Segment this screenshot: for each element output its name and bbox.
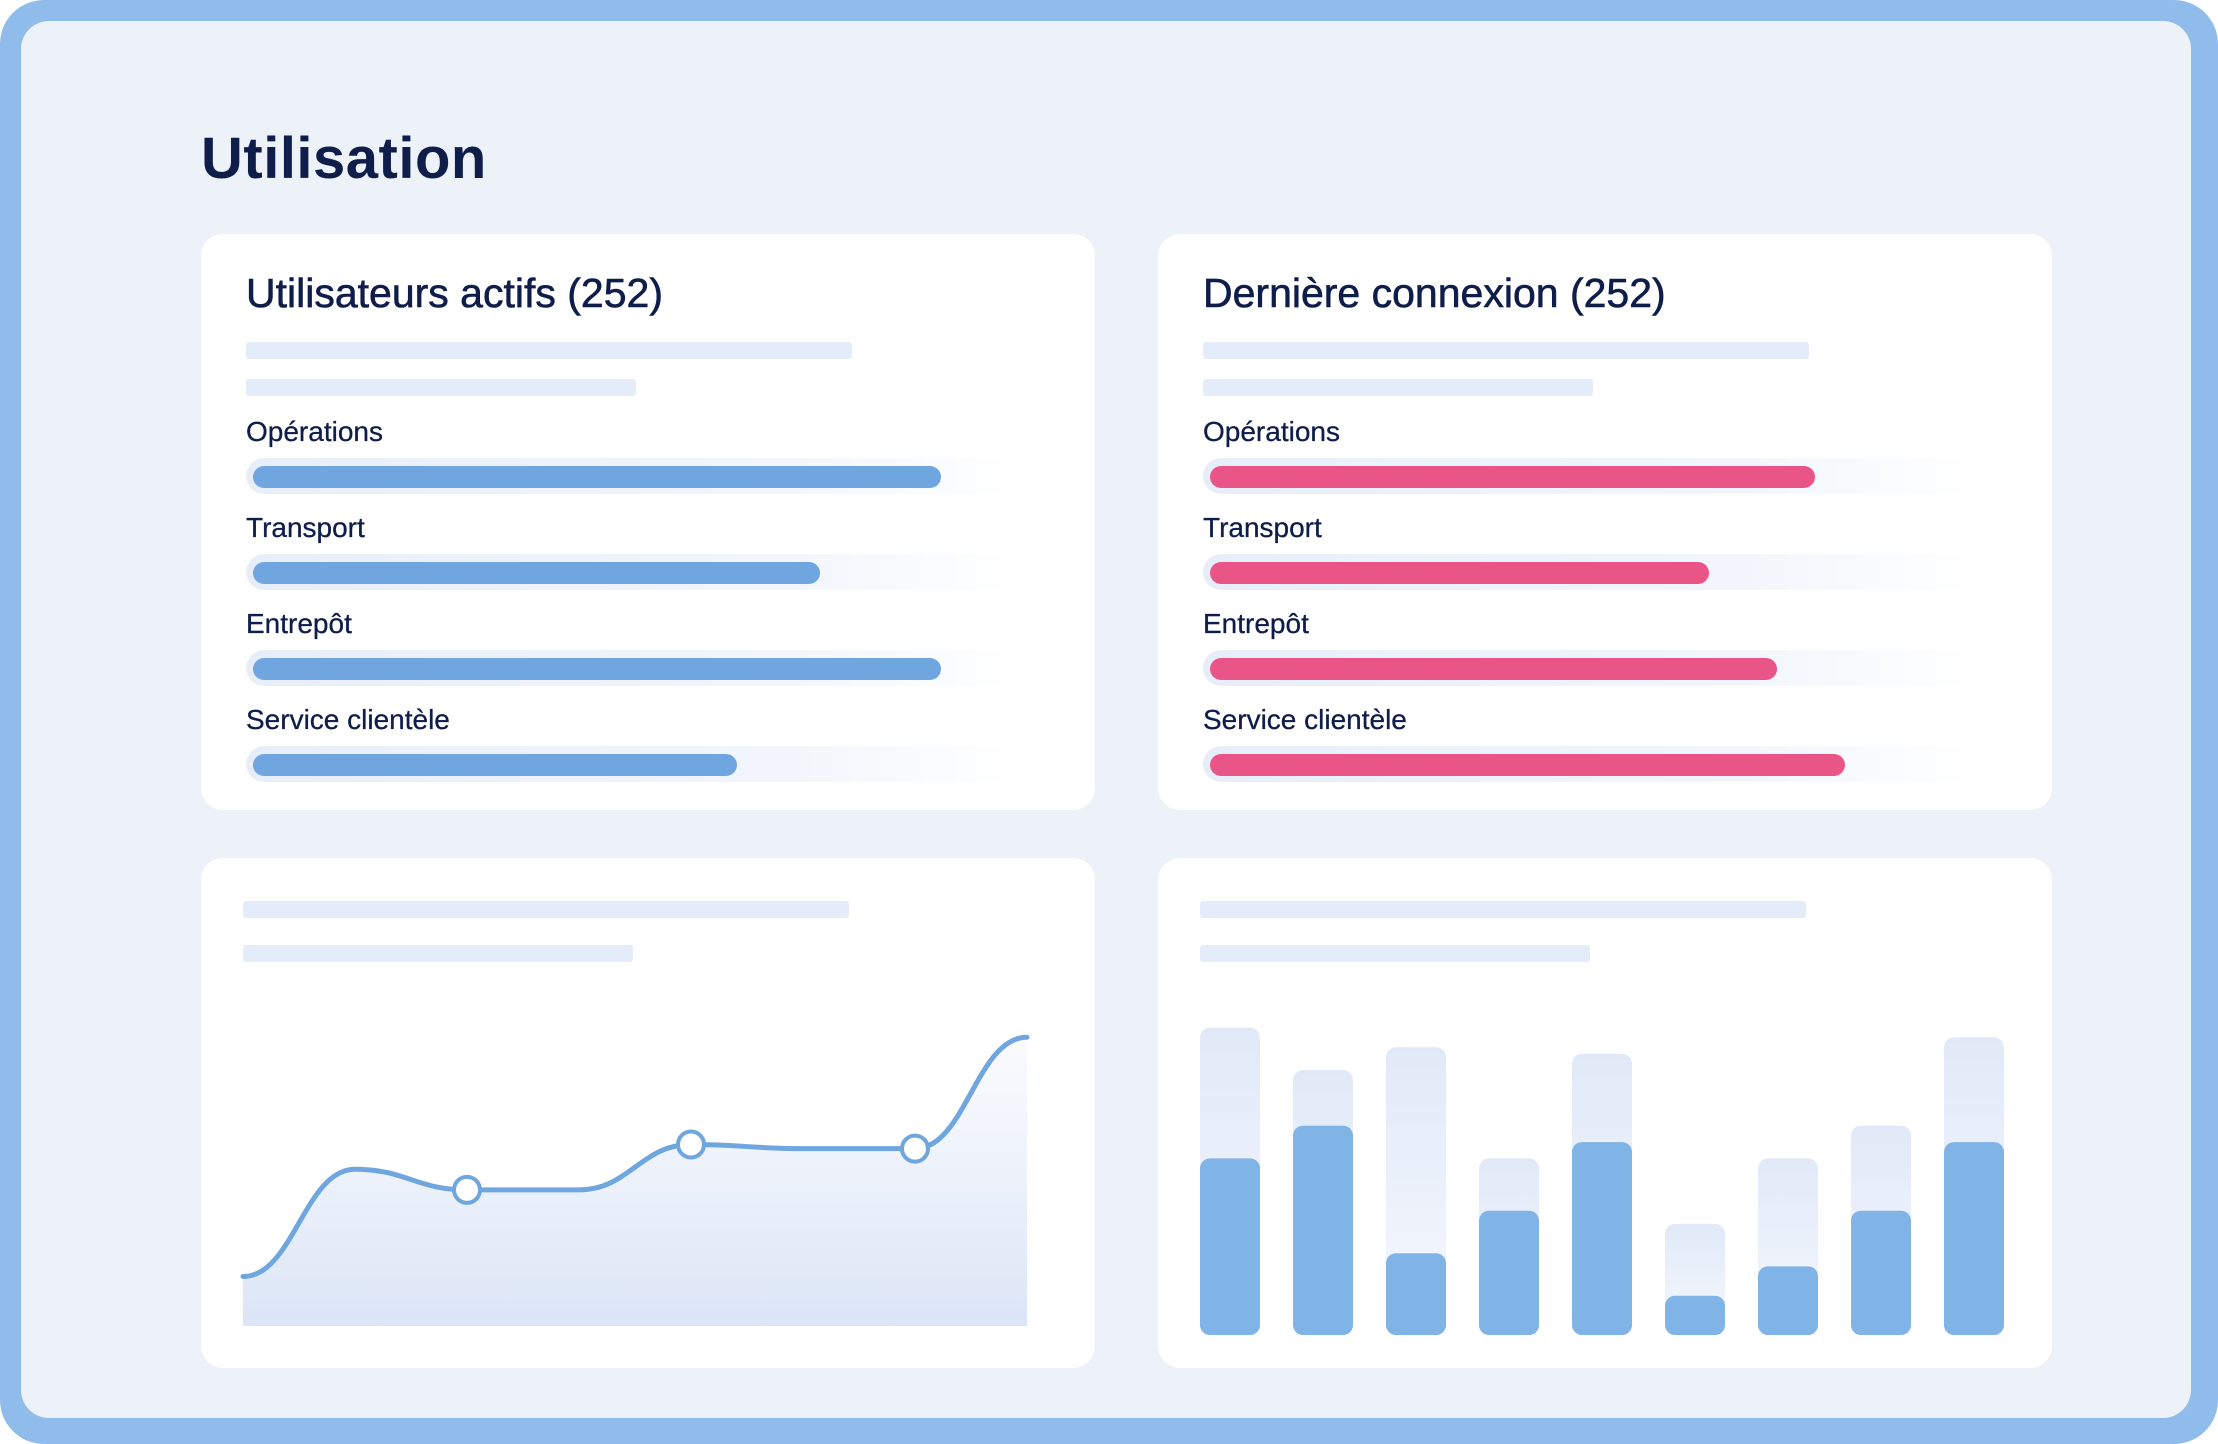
last-login-title: Dernière connexion (252) — [1203, 270, 1666, 317]
progress-track — [246, 650, 1016, 686]
progress-track — [246, 554, 1016, 590]
bar-value — [1851, 1210, 1911, 1335]
placeholder-line — [1200, 945, 1590, 962]
department-label: Entrepôt — [1203, 608, 1309, 639]
progress-fill — [1210, 754, 1845, 776]
line-point — [676, 1129, 706, 1160]
line-area — [243, 1037, 1027, 1326]
progress-track — [1203, 650, 1973, 686]
department-label: Transport — [1203, 512, 1322, 543]
department-label: Entrepôt — [246, 608, 352, 639]
bar-value — [1665, 1295, 1725, 1335]
progress-track — [1203, 458, 1973, 494]
progress-fill — [253, 466, 941, 488]
placeholder-line — [1203, 342, 1809, 359]
bar-value — [1758, 1266, 1818, 1335]
department-label: Opérations — [1203, 416, 1340, 447]
placeholder-line — [243, 901, 849, 918]
line-chart-card — [201, 858, 1095, 1368]
last-login-card: Dernière connexion (252) Opérations Tran… — [1158, 234, 2052, 810]
placeholder-line — [1203, 379, 1593, 396]
line-point — [900, 1133, 930, 1164]
progress-fill — [1210, 466, 1815, 488]
placeholder-line — [246, 342, 852, 359]
department-label: Service clientèle — [1203, 704, 1407, 735]
bar-chart — [1200, 1027, 2004, 1335]
placeholder-line — [246, 379, 636, 396]
bar-value — [1386, 1253, 1446, 1335]
bar-value — [1944, 1142, 2004, 1335]
bar-value — [1200, 1158, 1260, 1335]
department-label: Opérations — [246, 416, 383, 447]
bar-value — [1293, 1125, 1353, 1335]
progress-fill — [253, 658, 941, 680]
progress-track — [1203, 554, 1973, 590]
progress-fill — [1210, 658, 1777, 680]
active-users-card: Utilisateurs actifs (252) Opérations Tra… — [201, 234, 1095, 810]
line-chart — [240, 1034, 1030, 1326]
progress-fill — [253, 562, 820, 584]
bar-value — [1479, 1210, 1539, 1335]
placeholder-line — [1200, 901, 1806, 918]
department-label: Service clientèle — [246, 704, 450, 735]
department-label: Transport — [246, 512, 365, 543]
bar-value — [1572, 1142, 1632, 1335]
progress-track — [246, 746, 1016, 782]
progress-track — [1203, 746, 1973, 782]
active-users-title: Utilisateurs actifs (252) — [246, 270, 664, 317]
bar-chart-card — [1158, 858, 2052, 1368]
progress-track — [246, 458, 1016, 494]
progress-fill — [1210, 562, 1709, 584]
progress-fill — [253, 754, 737, 776]
placeholder-line — [243, 945, 633, 962]
page-title: Utilisation — [201, 126, 487, 191]
dashboard-screen: Utilisation Utilisateurs actifs (252) Op… — [21, 21, 2191, 1418]
line-point — [452, 1174, 482, 1205]
